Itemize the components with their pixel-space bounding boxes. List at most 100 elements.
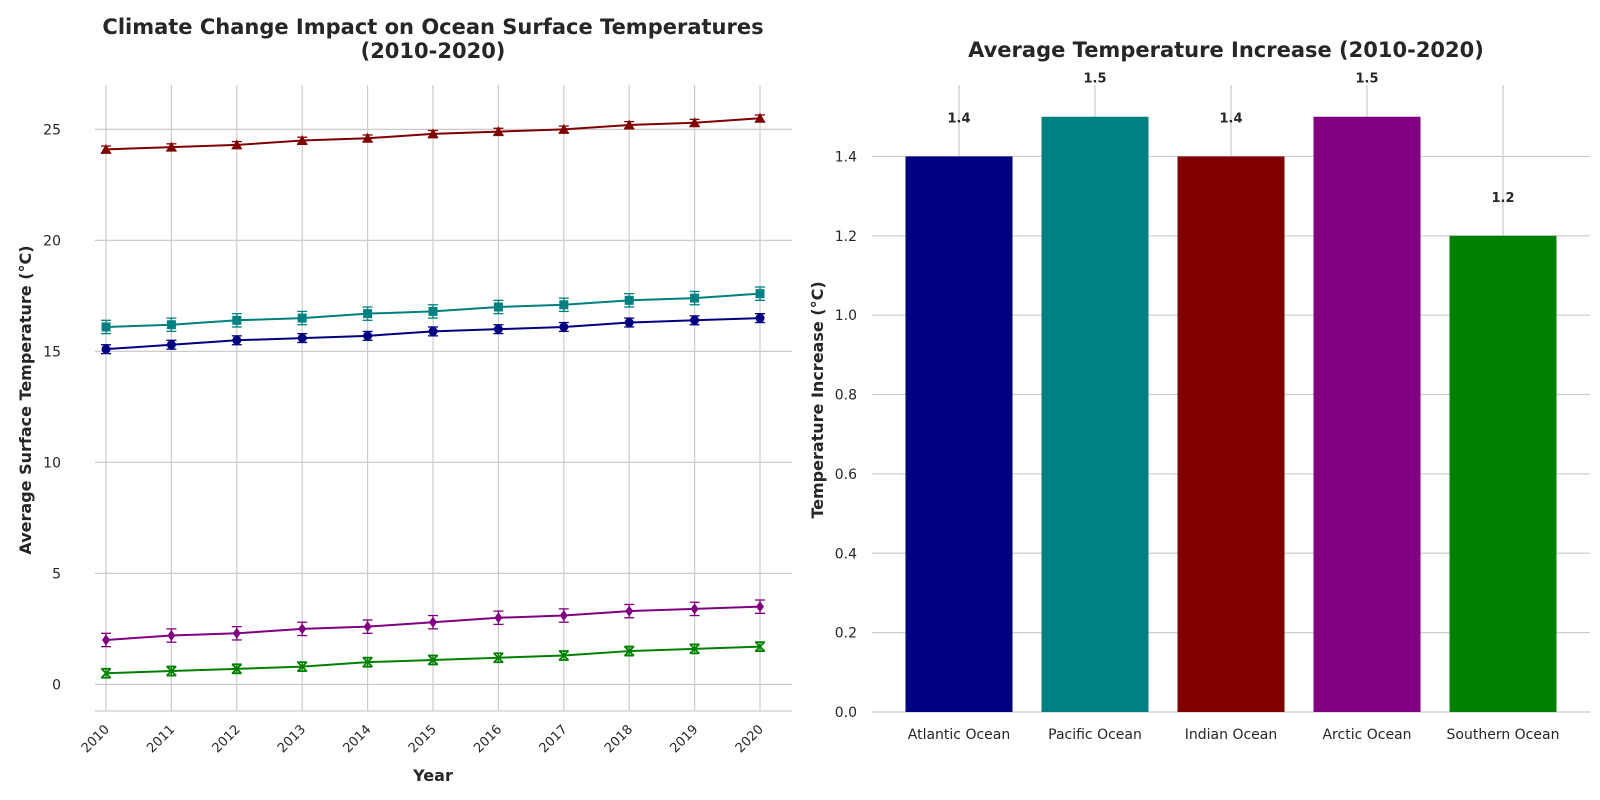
bar-value-label: 1.5 bbox=[1083, 72, 1106, 87]
data-point bbox=[493, 324, 503, 334]
data-point bbox=[558, 123, 570, 134]
x-tick-label: 2010 bbox=[79, 722, 113, 756]
y-tick-label: 0.2 bbox=[835, 626, 857, 642]
data-point bbox=[690, 315, 700, 325]
data-point bbox=[690, 293, 700, 303]
x-tick-label: 2012 bbox=[210, 722, 244, 756]
data-point bbox=[755, 289, 765, 299]
data-point bbox=[166, 320, 176, 330]
y-tick-label: 1.2 bbox=[835, 229, 857, 245]
bar-chart-value-labels: 1.4 1.5 1.4 1.5 1.2 bbox=[947, 72, 1514, 206]
x-tick-label: 2013 bbox=[275, 722, 309, 756]
y-tick-label: 5 bbox=[52, 566, 61, 582]
data-point bbox=[232, 627, 241, 639]
x-tick-label: 2015 bbox=[406, 722, 440, 756]
y-tick-label: 20 bbox=[43, 233, 61, 249]
bar-value-label: 1.5 bbox=[1355, 72, 1378, 87]
x-tick-label: 2020 bbox=[733, 722, 767, 756]
x-tick-label: 2016 bbox=[471, 722, 505, 756]
data-point bbox=[297, 661, 308, 673]
data-point bbox=[297, 313, 307, 323]
data-point bbox=[100, 667, 112, 679]
data-point bbox=[428, 306, 438, 316]
data-point bbox=[754, 112, 766, 123]
data-point bbox=[232, 335, 242, 345]
x-tick-label: 2018 bbox=[602, 722, 636, 756]
data-point bbox=[167, 630, 176, 642]
data-point bbox=[755, 313, 765, 323]
data-point bbox=[559, 300, 569, 310]
data-point bbox=[493, 302, 503, 312]
x-tick-label: 2017 bbox=[537, 722, 571, 756]
bar-chart-x-ticks: Atlantic Ocean Pacific Ocean Indian Ocean A… bbox=[908, 727, 1560, 743]
data-point bbox=[297, 333, 307, 343]
x-tick-label: 2019 bbox=[667, 722, 701, 756]
bar-value-label: 1.2 bbox=[1491, 191, 1514, 206]
data-point bbox=[625, 605, 634, 617]
data-point bbox=[362, 656, 373, 668]
line-chart-grid bbox=[95, 85, 792, 711]
line-chart-y-ticks: 0 5 10 15 20 25 bbox=[43, 122, 61, 693]
bar-southern-ocean bbox=[1449, 235, 1557, 712]
line-chart-y-axis-label: Average Surface Temperature (°C) bbox=[16, 245, 35, 554]
data-point bbox=[101, 322, 111, 332]
data-point bbox=[429, 616, 437, 628]
y-tick-label: 1.4 bbox=[835, 149, 857, 165]
data-point bbox=[166, 665, 177, 677]
data-point bbox=[165, 141, 177, 152]
data-point bbox=[363, 309, 373, 319]
bar-indian-ocean bbox=[1177, 156, 1285, 713]
x-tick-label: Atlantic Ocean bbox=[908, 727, 1010, 743]
line-chart-series bbox=[100, 112, 766, 679]
data-point bbox=[427, 128, 439, 139]
data-point bbox=[624, 295, 634, 305]
data-point bbox=[102, 634, 110, 646]
data-point bbox=[754, 641, 766, 653]
data-point bbox=[624, 318, 634, 328]
data-point bbox=[298, 623, 307, 635]
data-point bbox=[756, 601, 764, 613]
data-point bbox=[363, 621, 372, 633]
data-point bbox=[231, 139, 243, 150]
y-tick-label: 0.0 bbox=[835, 705, 857, 721]
data-point bbox=[362, 132, 374, 143]
line-chart-x-ticks: 2010 2011 2012 2013 2014 2015 2016 2017 2018 2019… bbox=[79, 722, 767, 756]
y-tick-label: 1.0 bbox=[835, 308, 857, 324]
data-point bbox=[558, 650, 569, 661]
data-point bbox=[428, 326, 438, 336]
data-point bbox=[624, 645, 635, 657]
line-chart-title-line1: Climate Change Impact on Ocean Surface T… bbox=[102, 15, 763, 39]
data-point bbox=[689, 643, 700, 655]
data-point bbox=[623, 119, 635, 130]
y-tick-label: 0.8 bbox=[835, 388, 857, 404]
data-point bbox=[296, 134, 308, 145]
data-point bbox=[231, 663, 242, 675]
y-tick-label: 0 bbox=[52, 677, 61, 693]
bar-pacific-ocean bbox=[1041, 116, 1149, 713]
data-point bbox=[559, 610, 568, 622]
data-point bbox=[690, 603, 699, 615]
data-point bbox=[492, 126, 504, 137]
data-point bbox=[689, 117, 701, 128]
series-4 bbox=[100, 641, 766, 679]
data-point bbox=[494, 612, 503, 624]
data-point bbox=[166, 340, 176, 350]
y-tick-label: 0.4 bbox=[835, 546, 857, 562]
series-2 bbox=[100, 112, 766, 154]
data-point bbox=[101, 344, 111, 354]
line-chart-title-line2: (2010-2020) bbox=[361, 39, 506, 63]
y-tick-label: 0.6 bbox=[835, 467, 857, 483]
y-tick-label: 25 bbox=[43, 122, 61, 138]
series-0 bbox=[101, 312, 765, 355]
y-tick-label: 10 bbox=[43, 455, 61, 471]
data-point bbox=[427, 654, 439, 666]
series-3 bbox=[101, 599, 765, 648]
series-1 bbox=[101, 286, 765, 335]
line-chart-x-axis-label: Year bbox=[412, 766, 453, 785]
x-tick-label: 2011 bbox=[144, 722, 178, 756]
bar-atlantic-ocean bbox=[905, 156, 1013, 713]
line-chart: Climate Change Impact on Ocean Surface T… bbox=[16, 15, 792, 785]
data-point bbox=[493, 652, 504, 664]
